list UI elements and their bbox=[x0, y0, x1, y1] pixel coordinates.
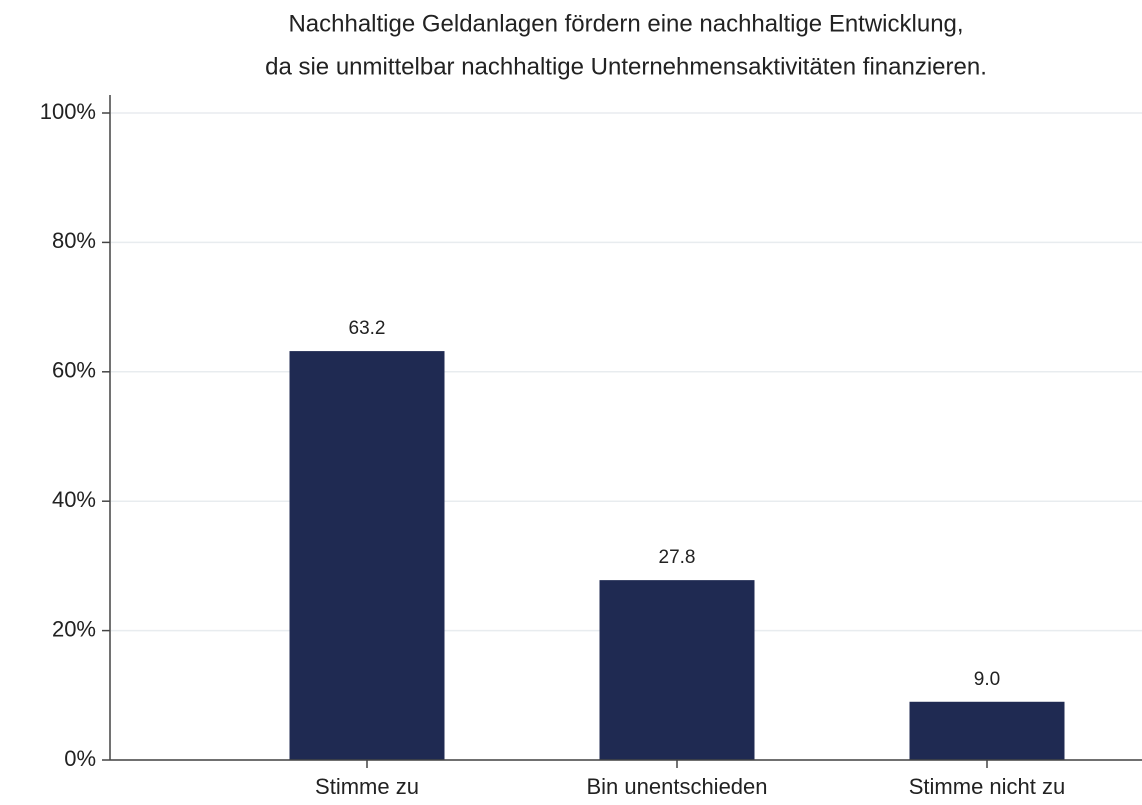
x-tick-label: Bin unentschieden bbox=[586, 774, 767, 799]
bar bbox=[909, 701, 1065, 760]
y-tick-label: 0% bbox=[64, 746, 96, 771]
data-label: 27.8 bbox=[659, 547, 696, 568]
y-tick-label: 60% bbox=[52, 358, 96, 383]
chart-title: da sie unmittelbar nachhaltige Unternehm… bbox=[265, 53, 987, 80]
data-label: 63.2 bbox=[349, 318, 386, 339]
y-tick-label: 80% bbox=[52, 228, 96, 253]
x-tick-label: Stimme zu bbox=[315, 774, 419, 799]
data-label: 9.0 bbox=[974, 669, 1000, 690]
y-tick-label: 100% bbox=[40, 99, 96, 124]
chart-title: Nachhaltige Geldanlagen fördern eine nac… bbox=[288, 10, 963, 37]
y-tick-label: 20% bbox=[52, 616, 96, 641]
bar bbox=[599, 580, 755, 760]
x-tick-label: Stimme nicht zu bbox=[909, 774, 1066, 799]
bar bbox=[289, 351, 445, 760]
y-tick-label: 40% bbox=[52, 487, 96, 512]
